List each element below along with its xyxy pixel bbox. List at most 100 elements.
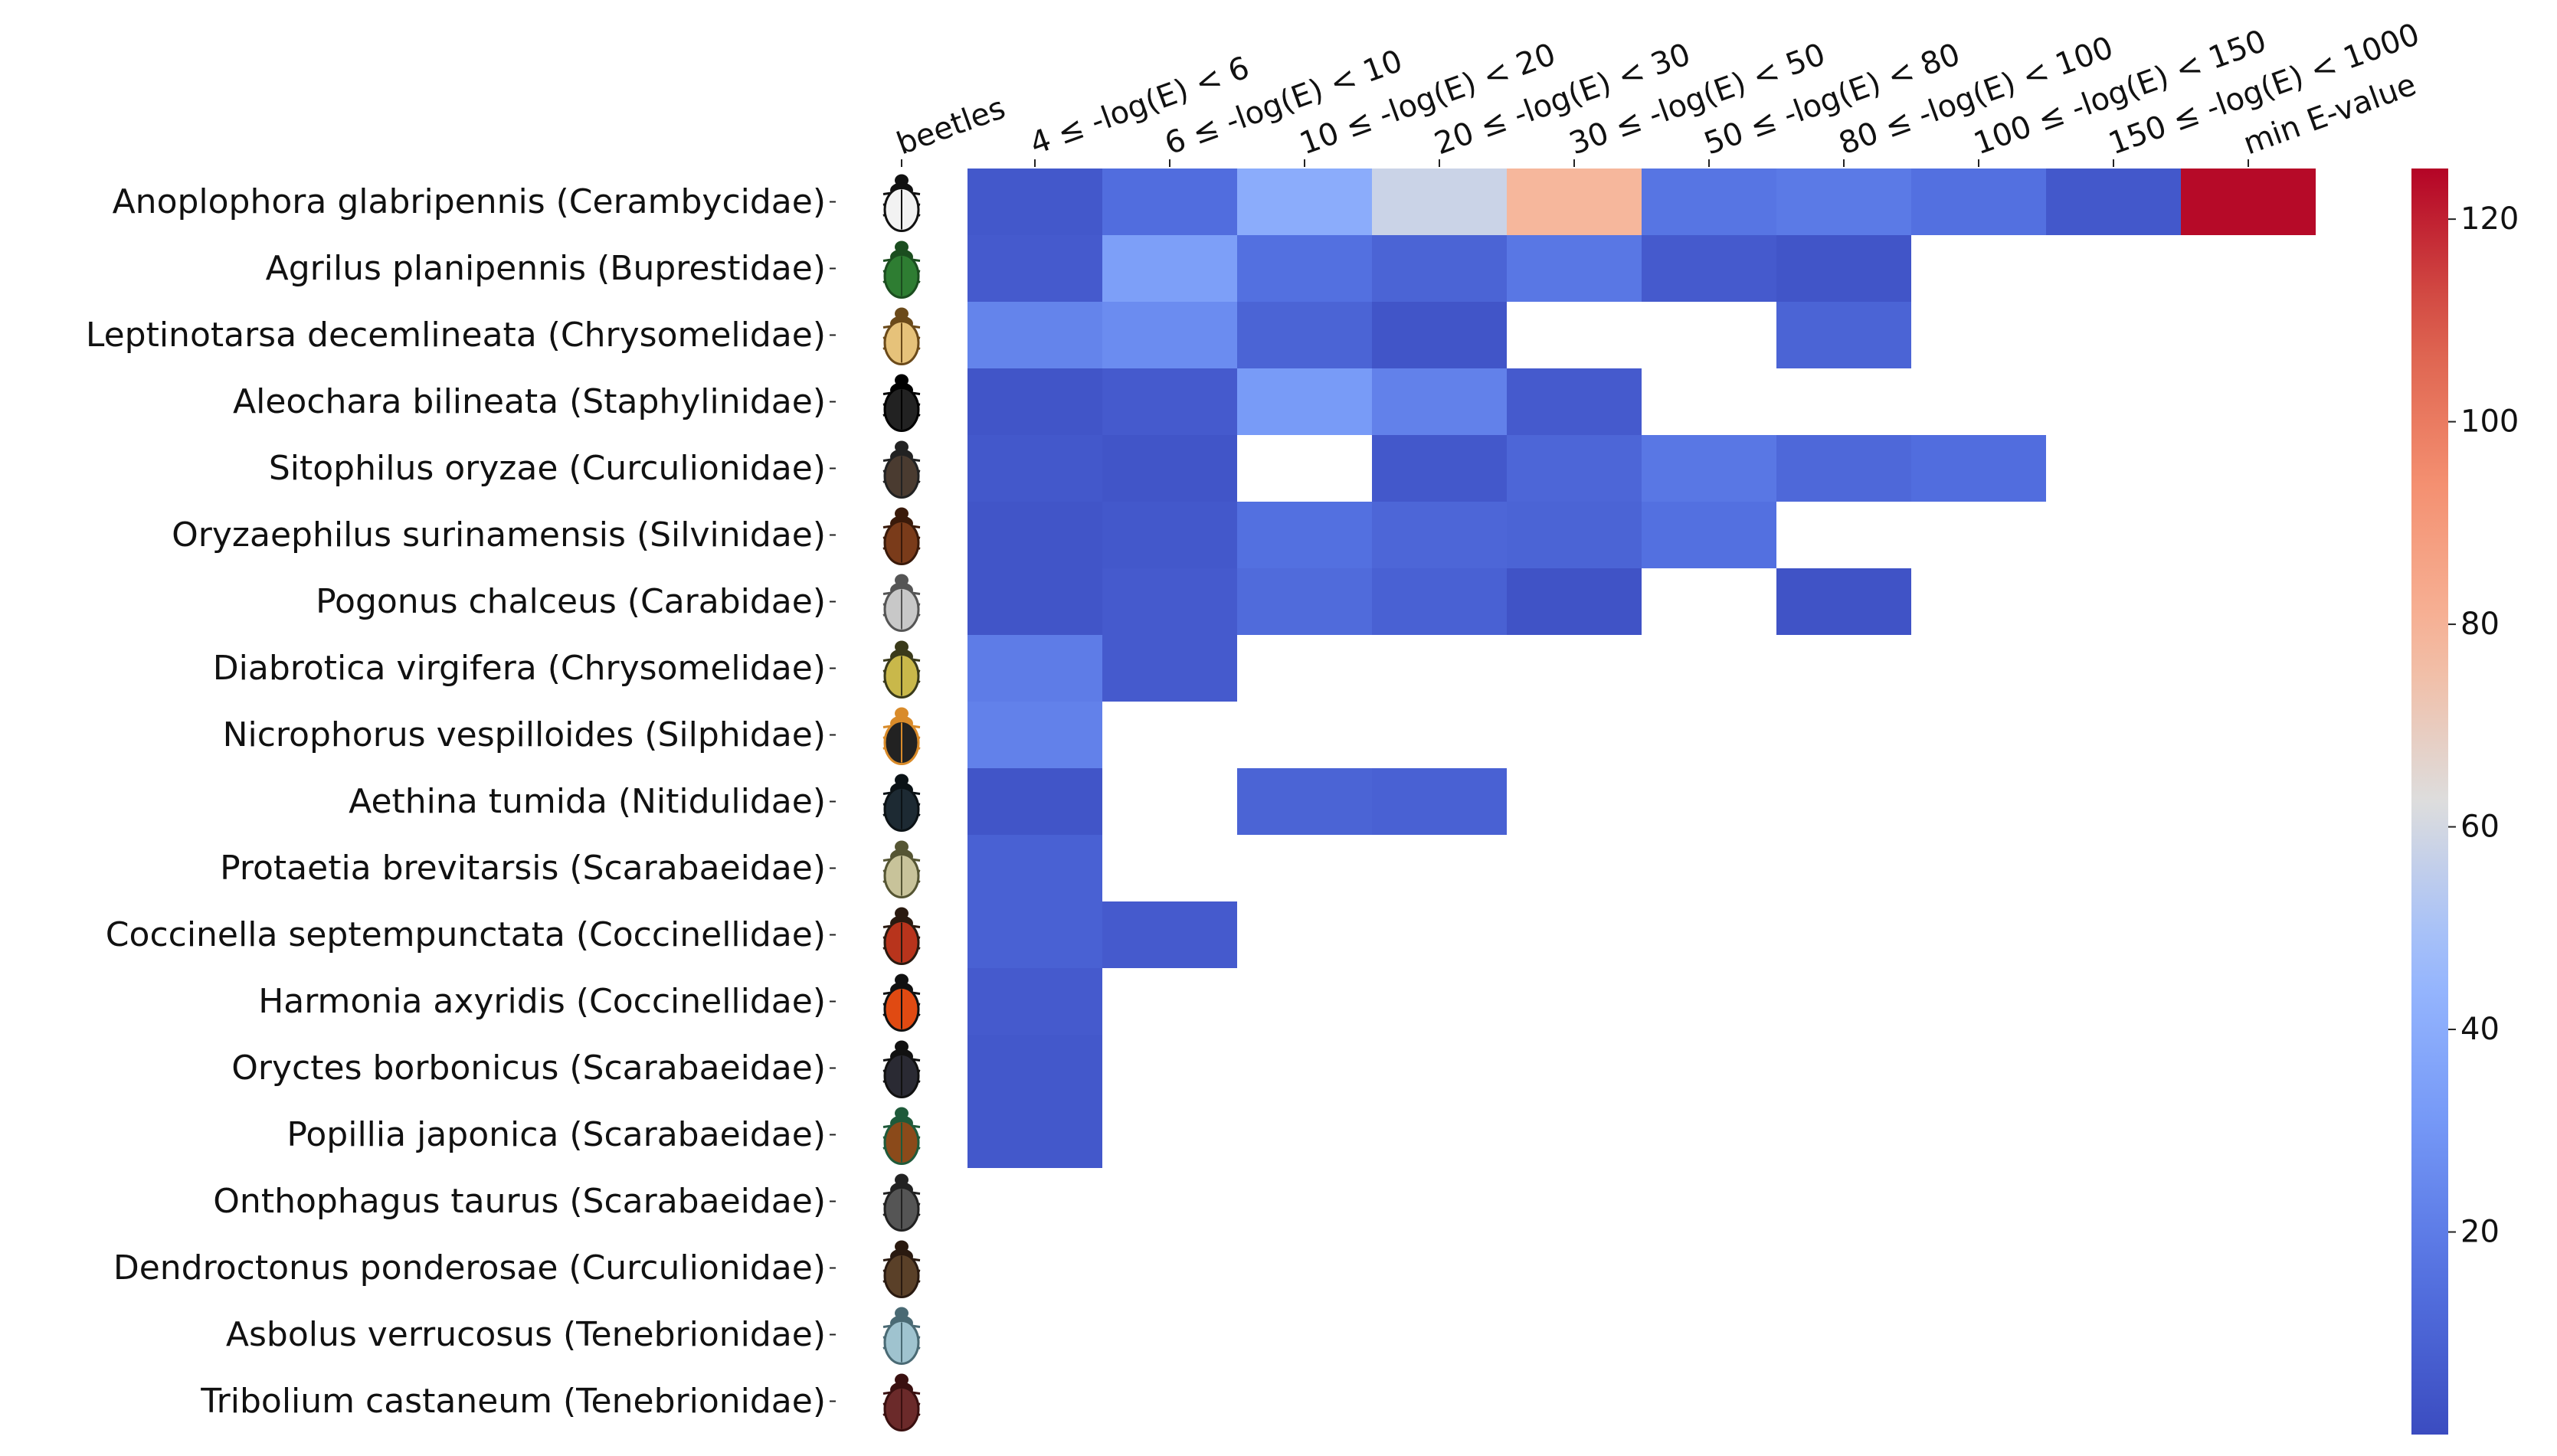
heatmap-cell [1776,302,1911,368]
heatmap-cell [1237,235,1372,302]
heatmap-cell [967,568,1102,635]
heatmap-cell [1776,169,1911,235]
heatmap-cell [1642,235,1776,302]
heatmap-cell [1507,368,1642,435]
beetle-icon [882,240,921,299]
heatmap-cell [967,768,1102,835]
heatmap-cell [2181,169,2316,235]
column-label: 4 ≤ -log(E) < 6 [1026,50,1254,162]
beetle-icon [882,507,921,565]
heatmap-cell [1102,169,1237,235]
column-label: beetles [892,90,1010,162]
heatmap-cell [967,169,1102,235]
colorbar-tick-label: 80 [2460,607,2500,642]
row-label: Oryzaephilus surinamensis (Silvinidae) [172,515,826,555]
heatmap-cell [1911,169,2046,235]
beetle-icon [882,907,921,965]
colorbar-tick-label: 60 [2460,810,2500,845]
heatmap-cell [1372,235,1507,302]
heatmap-cell [967,235,1102,302]
heatmap-cell [1102,901,1237,968]
heatmap-cell [1642,502,1776,568]
heatmap-cell [1507,235,1642,302]
heatmap-cell [967,702,1102,768]
row-label: Pogonus chalceus (Carabidae) [316,582,826,621]
heatmap-cell [2046,169,2181,235]
heatmap-cell [1102,235,1237,302]
heatmap-cell [1102,502,1237,568]
beetle-icon [882,1040,921,1098]
row-label: Coccinella septempunctata (Coccinellidae… [106,915,826,954]
heatmap-cell [1372,568,1507,635]
heatmap-cell [967,901,1102,968]
heatmap-cell [1237,169,1372,235]
heatmap-cell [1237,768,1372,835]
row-label: Dendroctonus ponderosae (Curculionidae) [113,1248,826,1287]
heatmap-cell [1507,169,1642,235]
beetle-icon [882,307,921,365]
heatmap-cell [1102,368,1237,435]
heatmap-cell [1776,435,1911,502]
beetle-icon [882,640,921,699]
row-label: Asbolus verrucosus (Tenebrionidae) [226,1315,826,1354]
heatmap-cell [1102,635,1237,702]
row-label: Onthophagus taurus (Scarabaeidae) [213,1182,826,1221]
colorbar [2411,169,2448,1435]
beetle-icon [882,707,921,765]
heatmap-cell [1237,502,1372,568]
colorbar-tick-label: 40 [2460,1012,2500,1047]
heatmap-cell [1507,435,1642,502]
beetle-icon [882,174,921,232]
heatmap-cell [1372,502,1507,568]
heatmap-cell [1372,435,1507,502]
row-label: Agrilus planipennis (Buprestidae) [266,249,826,288]
heatmap-cell [1237,568,1372,635]
beetle-icon [882,574,921,632]
heatmap-cell [1237,302,1372,368]
heatmap-cell [1642,169,1776,235]
heatmap-cell [967,502,1102,568]
row-label: Aethina tumida (Nitidulidae) [349,782,826,821]
heatmap-cell [1507,568,1642,635]
beetle-icon [882,1107,921,1165]
beetle-icon [882,840,921,898]
heatmap-cell [967,302,1102,368]
row-label: Sitophilus oryzae (Curculionidae) [269,449,826,488]
heatmap-cell [1372,768,1507,835]
row-label: Popillia japonica (Scarabaeidae) [286,1115,826,1154]
row-tick-marks [830,201,836,1402]
colorbar-tick-label: 100 [2460,404,2519,440]
heatmap-cell [1372,302,1507,368]
heatmap-cell [1911,435,2046,502]
colorbar-tick-label: 120 [2460,201,2519,237]
heatmap-cell [967,635,1102,702]
beetle-icon [882,1240,921,1298]
beetle-icon [882,973,921,1032]
row-label: Tribolium castaneum (Tenebrionidae) [200,1382,826,1421]
row-label: Anoplophora glabripennis (Cerambycidae) [113,182,826,221]
beetle-icon [882,1373,921,1431]
beetle-icon [882,1173,921,1232]
row-label: Nicrophorus vespilloides (Silphidae) [223,715,826,754]
heatmap-cell [1642,435,1776,502]
heatmap-cell [967,368,1102,435]
heatmap-cell [1776,235,1911,302]
heatmap-cell [967,1101,1102,1168]
heatmap-cell [1372,169,1507,235]
colorbar-ticks: 20 40 60 80 100 120 [2448,201,2519,1250]
heatmap-cell [967,1035,1102,1101]
heatmap-cell [1102,302,1237,368]
beetle-icon [882,440,921,499]
heatmap-cell [1372,368,1507,435]
heatmap-cell [967,435,1102,502]
heatmap-cell [967,835,1102,901]
row-labels: Anoplophora glabripennis (Cerambycidae) A… [86,182,826,1421]
beetle-icon [882,774,921,832]
row-label: Aleochara bilineata (Staphylinidae) [233,382,826,421]
row-label: Diabrotica virgifera (Chrysomelidae) [213,649,826,688]
column-labels: beetles 4 ≤ -log(E) < 66 ≤ -log(E) < 1010… [892,17,2424,162]
heatmap-cell [1507,502,1642,568]
heatmap-cell [967,968,1102,1035]
heatmap-cell [1102,435,1237,502]
